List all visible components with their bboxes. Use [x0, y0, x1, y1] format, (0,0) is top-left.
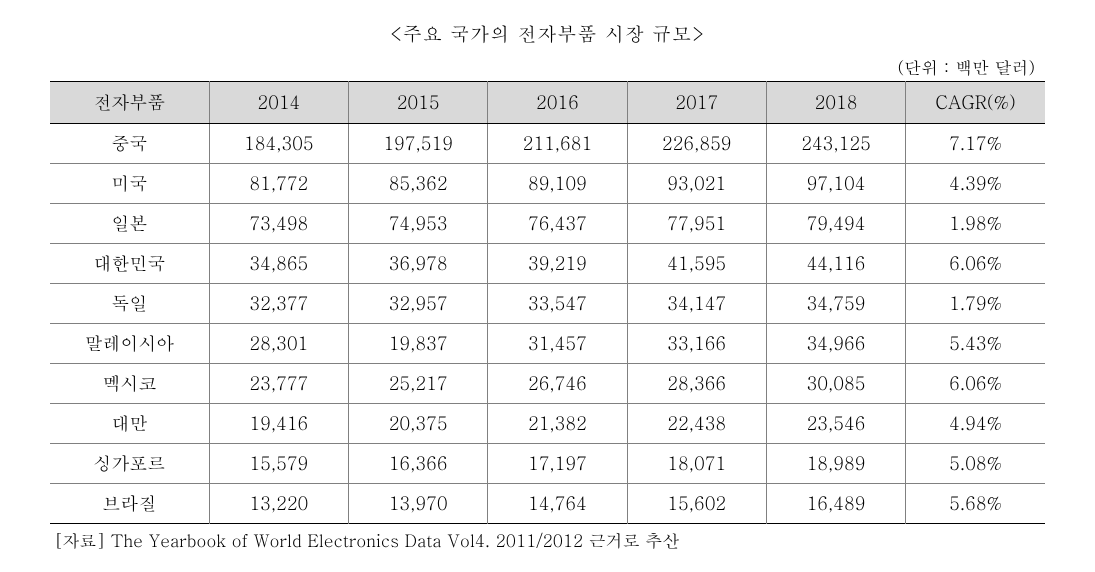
table-cell: 34,966 — [766, 324, 905, 364]
table-cell: 21,382 — [488, 404, 627, 444]
table-cell: 16,489 — [766, 484, 905, 524]
table-cell: 41,595 — [627, 244, 766, 284]
table-cell: 34,147 — [627, 284, 766, 324]
table-cell: 5.08% — [906, 444, 1045, 484]
table-cell: 79,494 — [766, 204, 905, 244]
table-cell: 17,197 — [488, 444, 627, 484]
table-cell: 28,301 — [209, 324, 348, 364]
table-cell: 44,116 — [766, 244, 905, 284]
table-row: 중국184,305197,519211,681226,859243,1257.1… — [50, 124, 1045, 164]
table-row: 일본73,49874,95376,43777,95179,4941.98% — [50, 204, 1045, 244]
table-header-cell: 전자부품 — [50, 82, 209, 124]
table-header-cell: 2016 — [488, 82, 627, 124]
table-row: 대만19,41620,37521,38222,43823,5464.94% — [50, 404, 1045, 444]
table-cell: 31,457 — [488, 324, 627, 364]
table-cell: 4.94% — [906, 404, 1045, 444]
table-cell: 25,217 — [348, 364, 487, 404]
table-cell: 4.39% — [906, 164, 1045, 204]
table-cell: 1.98% — [906, 204, 1045, 244]
table-cell: 6.06% — [906, 364, 1045, 404]
table-cell: 싱가포르 — [50, 444, 209, 484]
table-cell: 13,220 — [209, 484, 348, 524]
table-cell: 5.68% — [906, 484, 1045, 524]
table-cell: 34,759 — [766, 284, 905, 324]
table-cell: 93,021 — [627, 164, 766, 204]
table-cell: 226,859 — [627, 124, 766, 164]
table-header-cell: 2015 — [348, 82, 487, 124]
table-unit-label: (단위 : 백만 달러) — [50, 55, 1045, 79]
table-cell: 74,953 — [348, 204, 487, 244]
table-cell: 32,957 — [348, 284, 487, 324]
table-cell: 16,366 — [348, 444, 487, 484]
table-cell: 14,764 — [488, 484, 627, 524]
table-cell: 73,498 — [209, 204, 348, 244]
table-cell: 15,602 — [627, 484, 766, 524]
table-cell: 33,166 — [627, 324, 766, 364]
table-cell: 28,366 — [627, 364, 766, 404]
table-header-cell: CAGR(%) — [906, 82, 1045, 124]
table-cell: 7.17% — [906, 124, 1045, 164]
table-row: 대한민국34,86536,97839,21941,59544,1166.06% — [50, 244, 1045, 284]
table-header-row: 전자부품20142015201620172018CAGR(%) — [50, 82, 1045, 124]
table-cell: 5.43% — [906, 324, 1045, 364]
table-cell: 18,071 — [627, 444, 766, 484]
table-cell: 20,375 — [348, 404, 487, 444]
table-cell: 26,746 — [488, 364, 627, 404]
table-cell: 13,970 — [348, 484, 487, 524]
table-cell: 대한민국 — [50, 244, 209, 284]
table-cell: 197,519 — [348, 124, 487, 164]
table-cell: 30,085 — [766, 364, 905, 404]
table-cell: 브라질 — [50, 484, 209, 524]
table-cell: 97,104 — [766, 164, 905, 204]
table-cell: 22,438 — [627, 404, 766, 444]
table-cell: 39,219 — [488, 244, 627, 284]
table-body: 중국184,305197,519211,681226,859243,1257.1… — [50, 124, 1045, 524]
table-header-cell: 2017 — [627, 82, 766, 124]
table-cell: 81,772 — [209, 164, 348, 204]
table-cell: 184,305 — [209, 124, 348, 164]
table-cell: 36,978 — [348, 244, 487, 284]
table-source-note: [자료] The Yearbook of World Electronics D… — [50, 528, 1045, 552]
table-cell: 85,362 — [348, 164, 487, 204]
table-row: 독일32,37732,95733,54734,14734,7591.79% — [50, 284, 1045, 324]
table-cell: 중국 — [50, 124, 209, 164]
table-cell: 대만 — [50, 404, 209, 444]
market-size-table: 전자부품20142015201620172018CAGR(%) 중국184,30… — [50, 81, 1045, 524]
table-cell: 미국 — [50, 164, 209, 204]
table-cell: 243,125 — [766, 124, 905, 164]
table-cell: 18,989 — [766, 444, 905, 484]
table-cell: 89,109 — [488, 164, 627, 204]
table-cell: 6.06% — [906, 244, 1045, 284]
table-row: 미국81,77285,36289,10993,02197,1044.39% — [50, 164, 1045, 204]
table-row: 브라질13,22013,97014,76415,60216,4895.68% — [50, 484, 1045, 524]
table-title: <주요 국가의 전자부품 시장 규모> — [50, 20, 1045, 47]
table-cell: 23,546 — [766, 404, 905, 444]
table-cell: 23,777 — [209, 364, 348, 404]
table-row: 싱가포르15,57916,36617,19718,07118,9895.08% — [50, 444, 1045, 484]
table-header-cell: 2018 — [766, 82, 905, 124]
table-cell: 32,377 — [209, 284, 348, 324]
table-cell: 15,579 — [209, 444, 348, 484]
table-cell: 멕시코 — [50, 364, 209, 404]
table-cell: 211,681 — [488, 124, 627, 164]
table-cell: 34,865 — [209, 244, 348, 284]
table-cell: 일본 — [50, 204, 209, 244]
table-cell: 33,547 — [488, 284, 627, 324]
table-row: 말레이시아28,30119,83731,45733,16634,9665.43% — [50, 324, 1045, 364]
table-header-cell: 2014 — [209, 82, 348, 124]
table-cell: 1.79% — [906, 284, 1045, 324]
table-cell: 77,951 — [627, 204, 766, 244]
table-cell: 말레이시아 — [50, 324, 209, 364]
table-cell: 19,837 — [348, 324, 487, 364]
table-cell: 독일 — [50, 284, 209, 324]
table-row: 멕시코23,77725,21726,74628,36630,0856.06% — [50, 364, 1045, 404]
table-cell: 76,437 — [488, 204, 627, 244]
table-cell: 19,416 — [209, 404, 348, 444]
